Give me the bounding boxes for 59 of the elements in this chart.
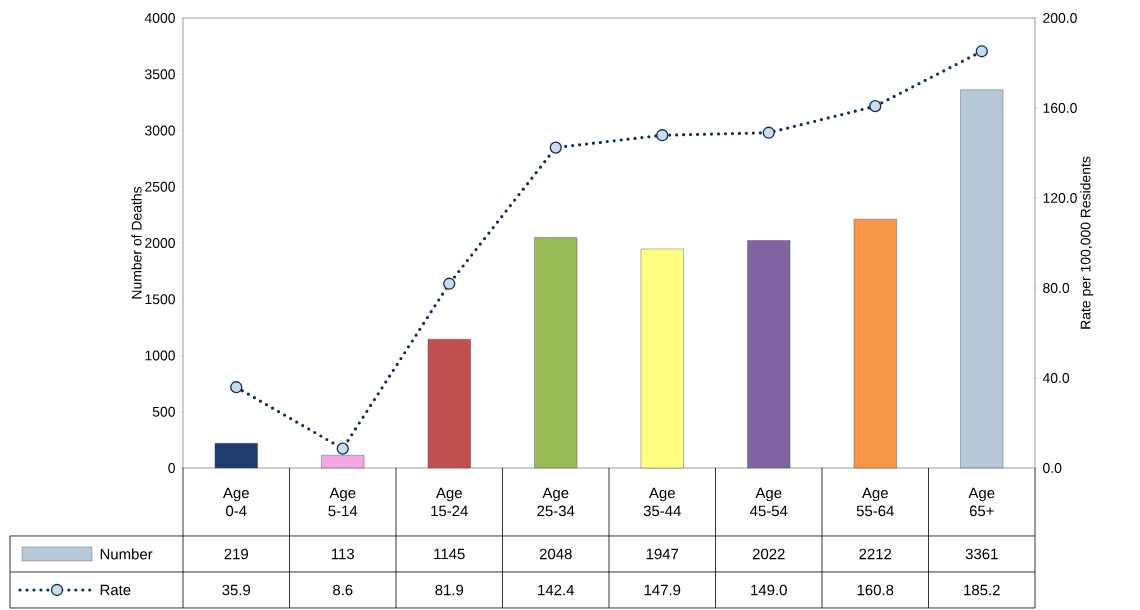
x-tick-label: Age 0-4: [222, 487, 249, 517]
x-tick-label: Age 55-64: [856, 487, 894, 517]
data-label: 185.2: [964, 584, 1000, 596]
y2-tick-label: 200.0: [1043, 13, 1077, 23]
data-label: 219: [224, 548, 248, 560]
data-label: 1947: [646, 548, 679, 560]
x-tick-label: Age 5-14: [328, 487, 358, 517]
y2-tick-label: 80.0: [1043, 283, 1070, 293]
legend-label: Rate: [100, 584, 131, 596]
y2-tick-label: 120.0: [1043, 193, 1077, 203]
y-tick-label: 1500: [145, 294, 175, 305]
data-label: 1145: [434, 548, 465, 560]
x-tick-label: Age 35-44: [643, 487, 681, 517]
y2-tick-label: 0.0: [1043, 463, 1062, 473]
y-tick-label: 0: [168, 463, 175, 473]
data-label: 3361: [965, 548, 998, 560]
x-tick-label: Age 65+: [968, 487, 995, 517]
data-label: 147.9: [644, 584, 681, 596]
bar: [427, 338, 471, 469]
point: [230, 381, 243, 394]
y2-axis-title: Rate per 100,000 Residents: [1080, 156, 1094, 329]
y-tick-label: 2000: [145, 238, 175, 248]
y-tick-label: 3500: [145, 69, 175, 80]
bar: [534, 237, 578, 469]
point: [656, 129, 669, 142]
y-tick-label: 1000: [145, 350, 175, 361]
data-label: 8.6: [333, 584, 353, 596]
y2-tick-label: 40.0: [1042, 373, 1070, 383]
point: [975, 45, 988, 58]
bar: [214, 443, 258, 469]
x-tick-label: Age 25-34: [537, 487, 575, 517]
data-label: 2048: [539, 548, 572, 560]
data-label: 160.8: [857, 584, 894, 596]
y2-tick-label: 160.0: [1043, 103, 1077, 113]
point: [762, 126, 775, 139]
data-label: 2212: [859, 548, 892, 560]
x-tick-label: Age 45-54: [749, 487, 788, 517]
data-label: 113: [331, 548, 355, 560]
bar: [960, 89, 1004, 469]
y-tick-label: 2500: [145, 181, 175, 192]
point: [549, 141, 562, 154]
bar: [853, 218, 897, 469]
y-axis-title: Number of Deaths: [131, 186, 142, 299]
point: [869, 100, 882, 113]
y-tick-label: 500: [152, 406, 175, 417]
data-label: 35.9: [222, 584, 251, 596]
bar: [321, 455, 365, 469]
data-label: 149.0: [751, 584, 787, 596]
y-tick-label: 3000: [145, 125, 175, 136]
point: [443, 277, 456, 290]
bar: [747, 240, 791, 469]
data-label: 81.9: [435, 584, 464, 596]
legend-label: Number: [100, 548, 153, 560]
point: [336, 442, 349, 455]
bar: [640, 248, 684, 469]
y-tick-label: 4000: [144, 13, 175, 23]
data-label: 142.4: [538, 584, 575, 596]
x-tick-label: Age 15-24: [431, 487, 468, 517]
data-label: 2022: [752, 548, 785, 560]
